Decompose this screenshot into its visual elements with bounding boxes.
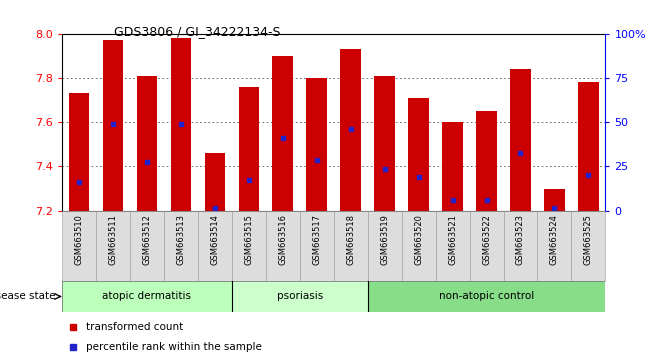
Bar	[130, 211, 164, 281]
Text: GSM663513: GSM663513	[176, 214, 186, 265]
Bar	[572, 211, 605, 281]
Text: atopic dermatitis: atopic dermatitis	[102, 291, 191, 302]
Text: GSM663510: GSM663510	[74, 214, 83, 265]
Text: percentile rank within the sample: percentile rank within the sample	[87, 342, 262, 352]
Bar	[299, 211, 333, 281]
Bar	[402, 211, 436, 281]
Bar	[510, 69, 531, 211]
Bar	[198, 211, 232, 281]
Bar	[103, 40, 123, 211]
Bar	[442, 122, 463, 211]
Text: psoriasis: psoriasis	[277, 291, 323, 302]
Bar	[307, 78, 327, 211]
Bar	[164, 211, 198, 281]
Bar	[538, 211, 572, 281]
Bar	[503, 211, 538, 281]
Text: GSM663520: GSM663520	[414, 214, 423, 265]
Text: GSM663518: GSM663518	[346, 214, 355, 265]
Text: GSM663524: GSM663524	[550, 214, 559, 265]
Text: disease state: disease state	[0, 291, 55, 302]
Text: transformed count: transformed count	[87, 322, 184, 332]
Bar	[408, 98, 429, 211]
Bar	[273, 56, 293, 211]
Text: non-atopic control: non-atopic control	[439, 291, 534, 302]
Text: GSM663523: GSM663523	[516, 214, 525, 265]
Bar	[232, 211, 266, 281]
Text: GSM663521: GSM663521	[448, 214, 457, 265]
Text: GSM663519: GSM663519	[380, 214, 389, 265]
Bar	[477, 111, 497, 211]
Bar	[232, 281, 368, 312]
Text: GSM663522: GSM663522	[482, 214, 491, 265]
Bar	[578, 82, 599, 211]
Bar	[469, 211, 503, 281]
Bar	[368, 211, 402, 281]
Text: GSM663512: GSM663512	[143, 214, 151, 265]
Bar	[96, 211, 130, 281]
Bar	[374, 76, 395, 211]
Bar	[368, 281, 605, 312]
Text: GDS3806 / GI_34222134-S: GDS3806 / GI_34222134-S	[114, 25, 281, 38]
Bar	[544, 188, 564, 211]
Bar	[266, 211, 299, 281]
Bar	[333, 211, 368, 281]
Bar	[62, 281, 232, 312]
Bar	[204, 153, 225, 211]
Text: GSM663511: GSM663511	[108, 214, 117, 265]
Bar	[137, 76, 157, 211]
Text: GSM663515: GSM663515	[244, 214, 253, 265]
Bar	[68, 93, 89, 211]
Text: GSM663514: GSM663514	[210, 214, 219, 265]
Bar	[340, 49, 361, 211]
Bar	[62, 211, 96, 281]
Text: GSM663525: GSM663525	[584, 214, 593, 265]
Bar	[436, 211, 469, 281]
Bar	[238, 87, 259, 211]
Text: GSM663516: GSM663516	[278, 214, 287, 265]
Bar	[171, 38, 191, 211]
Text: GSM663517: GSM663517	[312, 214, 321, 265]
